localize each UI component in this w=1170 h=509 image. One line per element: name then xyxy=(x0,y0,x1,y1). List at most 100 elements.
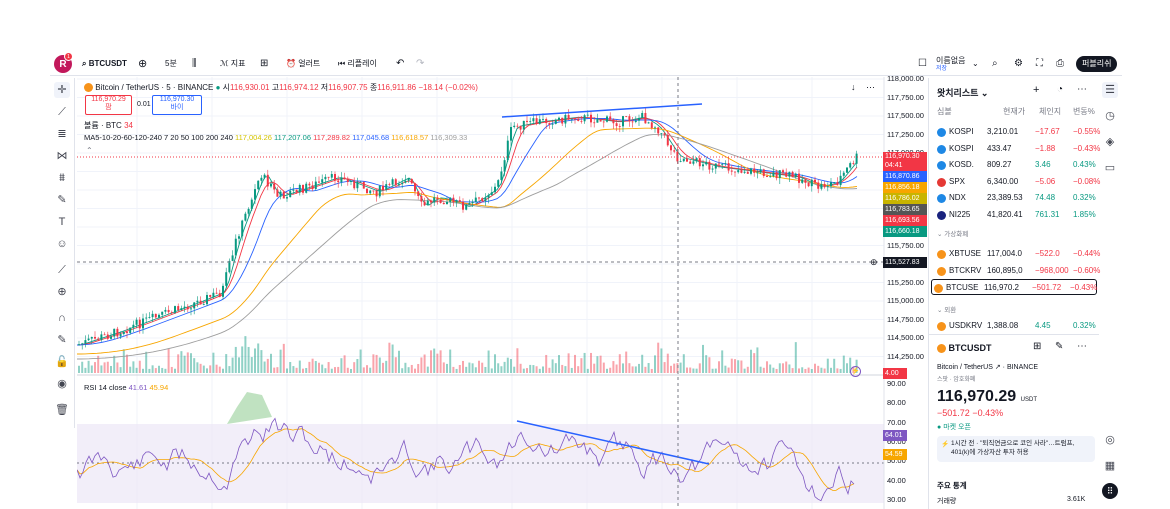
text-icon[interactable]: T xyxy=(58,216,66,228)
watchlist-row[interactable]: KOSPI 433.47 −1.88 −0.43% xyxy=(935,141,1100,157)
col-symbol[interactable]: 심볼 xyxy=(937,107,952,116)
emoji-icon[interactable]: ☺ xyxy=(56,238,68,250)
watchlist-row[interactable]: NI225 41,820.41 761.31 1.85% xyxy=(935,207,1096,223)
volume-bar xyxy=(110,365,112,373)
candle-body xyxy=(458,200,461,202)
undo-icon[interactable]: ↶ xyxy=(396,58,405,69)
candle-body xyxy=(737,170,740,173)
candle-body xyxy=(154,313,157,318)
fullscreen-icon[interactable]: ⛶ xyxy=(1036,58,1043,69)
projection-icon[interactable]: ⩩ xyxy=(59,172,65,184)
drawing-toolbar: ✛ ⟋ ≣ ⋈ ⩩ ✎ T ☺ ⟋ ⊕ ∩ ✎ 🔓 ◉ 🗑 xyxy=(50,78,75,428)
chevron-down-icon[interactable]: ↓ xyxy=(851,82,856,92)
interval-button[interactable]: 5분 xyxy=(165,59,177,68)
trash-icon[interactable]: 🗑 xyxy=(55,404,69,416)
layers-icon[interactable]: ◈ xyxy=(1105,136,1115,148)
alerts-button[interactable]: ⏰ 얼러트 xyxy=(286,57,320,71)
col-percent[interactable]: 변동% xyxy=(1073,107,1095,116)
watchlist-icon[interactable]: ☰ xyxy=(1102,82,1118,98)
settings-icon[interactable]: ⚙ xyxy=(1014,58,1023,69)
collapse-legend-icon[interactable]: ⌃ xyxy=(86,146,93,155)
more-icon[interactable]: ⋯ xyxy=(1077,84,1087,95)
price-chart[interactable] xyxy=(77,77,927,509)
more-icon[interactable]: ⋯ xyxy=(866,82,875,92)
edit-icon[interactable]: ✎ xyxy=(1055,341,1064,352)
news-item[interactable]: ⚡ 1시간 전 · "퇴직연금으로 코인 사라"…트럼프, 401(k)에 가상자… xyxy=(937,436,1095,462)
alarm-icon[interactable]: ◷ xyxy=(1105,110,1115,122)
rsi-axis[interactable]: 90.00 80.00 70.00 60.00 50.00 40.00 30.00 xyxy=(887,379,927,509)
volume-bar xyxy=(490,368,493,373)
symbol-search-button[interactable]: ⌕ BTCUSDT xyxy=(82,57,127,71)
candle-body xyxy=(279,191,282,197)
cell-last: 6,340.00 xyxy=(987,176,1019,186)
watchlist-row[interactable]: BTCUSE 116,970.2 −501.72 −0.43% xyxy=(931,279,1097,295)
more-icon[interactable]: ⋯ xyxy=(1077,341,1087,352)
watchlist-row[interactable]: BTCKRV 160,895,0 −968,000 −0.60% xyxy=(935,263,1100,279)
add-symbol-icon[interactable]: + xyxy=(1033,84,1040,96)
lock-icon[interactable]: 🔓 xyxy=(55,356,69,368)
watchlist-row[interactable]: KOSD. 809.27 3.46 0.43% xyxy=(935,157,1096,173)
grid-icon[interactable]: ⊞ xyxy=(1033,341,1042,352)
layout-icon[interactable]: ☐ xyxy=(918,58,927,69)
publish-button[interactable]: 퍼블리쉬 xyxy=(1076,56,1118,72)
events-icon[interactable]: ⚡ xyxy=(850,366,861,377)
candles-icon[interactable]: ⫼ xyxy=(192,58,197,69)
section-fx[interactable]: ⌄ 외환 xyxy=(937,307,957,314)
candle-body xyxy=(602,121,605,123)
compare-add-icon[interactable]: ⊕ xyxy=(138,58,148,70)
chat-icon[interactable]: ▭ xyxy=(1104,162,1116,174)
candle-body xyxy=(788,171,791,177)
brush-icon[interactable]: ✎ xyxy=(57,194,67,206)
crosshair-icon[interactable]: ✛ xyxy=(54,82,70,98)
ruler-icon[interactable]: ⟋ xyxy=(58,264,66,276)
detail-symbol[interactable]: BTCUSDT xyxy=(937,343,992,354)
candle-body xyxy=(295,189,298,193)
volume-bar xyxy=(727,367,730,373)
price-tag: 116,783.65 xyxy=(883,204,927,215)
col-change[interactable]: 체인지 xyxy=(1039,107,1062,116)
rsi-divergence-trendline[interactable] xyxy=(516,420,710,465)
zoom-in-icon[interactable]: ⊕ xyxy=(57,286,67,298)
col-last[interactable]: 현재가 xyxy=(1003,107,1026,116)
indicators-button[interactable]: ℳ 지표 xyxy=(220,57,246,71)
lock-drawings-icon[interactable]: ✎ xyxy=(57,334,67,346)
calendar-icon[interactable]: ▦ xyxy=(1104,460,1116,472)
watchlist-row[interactable]: NDX 23,389.53 74.48 0.32% xyxy=(935,190,1096,206)
watchlist-row[interactable]: XBTUSE 117,004.0 −522.0 −0.44% xyxy=(935,246,1100,262)
watchlist-row[interactable]: KOSPI 3,210.01 −17.67 −0.55% xyxy=(935,124,1100,140)
target-icon[interactable]: ◎ xyxy=(1105,434,1115,446)
buy-button[interactable]: 116,970.30 바이 xyxy=(152,95,202,115)
section-crypto[interactable]: ⌄ 가상화폐 xyxy=(937,231,969,238)
candle-body xyxy=(817,182,820,189)
apps-icon[interactable]: ⠿ xyxy=(1102,483,1118,499)
fib-icon[interactable]: ≣ xyxy=(57,128,67,140)
sell-button[interactable]: 116,970.29 팜 xyxy=(85,95,132,115)
add-alert-icon[interactable]: ⊕ xyxy=(870,257,878,267)
replay-button[interactable]: ⏮ 리플레이 xyxy=(338,57,377,71)
volume-bar xyxy=(164,368,167,373)
camera-icon[interactable]: ⎙ xyxy=(1056,58,1064,69)
chevron-down-icon[interactable]: ⌄ xyxy=(972,59,979,68)
layout-name: 이름없음 xyxy=(936,56,966,65)
symbol-icon xyxy=(937,144,946,154)
candle-body xyxy=(270,183,272,187)
redo-icon[interactable]: ↷ xyxy=(416,58,425,69)
watchlist-title[interactable]: 왓치리스트 ⌄ xyxy=(937,88,989,98)
eye-icon[interactable]: ◉ xyxy=(57,378,67,390)
templates-icon[interactable]: ⊞ xyxy=(260,58,269,69)
clock-icon[interactable]: ◔ xyxy=(1057,84,1064,95)
candle-body xyxy=(583,115,586,122)
layout-name-button[interactable]: 이름없음 저장 xyxy=(936,56,966,72)
volume-bar xyxy=(772,367,775,373)
candle-body xyxy=(823,183,826,188)
watchlist-row[interactable]: USDKRV 1,388.08 4.45 0.32% xyxy=(935,318,1096,334)
resistance-trendline[interactable] xyxy=(501,103,703,118)
watchlist-row[interactable]: SPX 6,340.00 −5.06 −0.08% xyxy=(935,174,1100,190)
quick-search-icon[interactable]: ⌕ xyxy=(992,58,998,69)
candle-body xyxy=(798,173,800,183)
candle-body xyxy=(564,114,567,124)
magnet-icon[interactable]: ∩ xyxy=(58,312,66,324)
pattern-icon[interactable]: ⋈ xyxy=(56,150,68,162)
candle-body xyxy=(430,200,432,203)
trend-line-icon[interactable]: ⟋ xyxy=(58,106,66,118)
